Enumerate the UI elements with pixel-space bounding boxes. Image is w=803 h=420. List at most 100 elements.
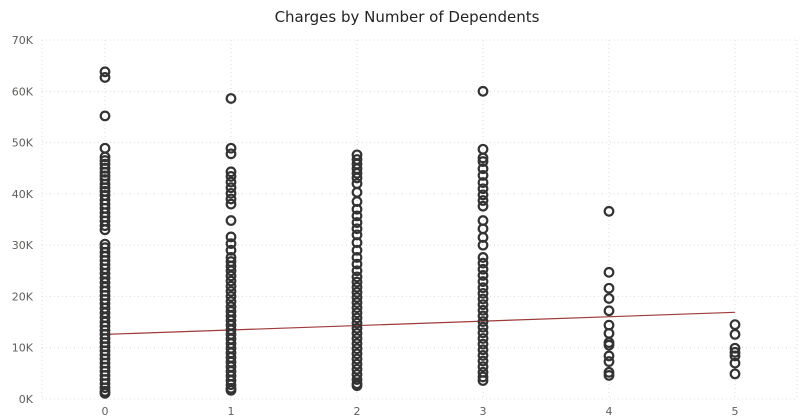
data-point	[351, 167, 363, 179]
data-point	[603, 339, 615, 351]
gridlines	[41, 39, 798, 400]
data-point	[477, 189, 489, 201]
trendline-layer	[104, 311, 736, 335]
data-point	[477, 338, 489, 350]
data-point	[477, 293, 489, 305]
data-point	[351, 348, 363, 360]
y-tick-label: 70K	[12, 34, 34, 47]
data-point	[477, 276, 489, 287]
data-point	[477, 299, 489, 311]
data-point	[351, 276, 363, 288]
y-tick-label: 10K	[12, 342, 34, 355]
y-tick-label: 60K	[12, 85, 34, 98]
data-point	[225, 384, 237, 396]
data-point	[477, 327, 489, 339]
data-point	[477, 156, 489, 167]
data-point	[225, 187, 237, 199]
data-point	[225, 215, 237, 226]
data-point	[351, 258, 363, 270]
y-tick-label: 40K	[12, 188, 34, 201]
data-point	[225, 270, 237, 282]
data-point	[477, 333, 489, 344]
data-point	[477, 321, 489, 333]
data-point	[99, 151, 111, 163]
data-point	[351, 265, 363, 277]
data-point	[351, 358, 363, 370]
data-point	[477, 344, 489, 356]
data-point	[477, 304, 489, 316]
data-point	[351, 333, 363, 344]
data-point	[477, 183, 489, 195]
data-point	[225, 280, 237, 292]
data-point	[477, 152, 489, 164]
data-point	[603, 293, 615, 304]
x-tick-label: 3	[480, 405, 487, 418]
data-point	[477, 195, 489, 206]
data-point	[477, 257, 489, 269]
data-point	[225, 231, 237, 243]
data-point	[477, 85, 489, 97]
data-point	[351, 380, 363, 392]
data-point	[477, 270, 489, 281]
y-tick-label: 50K	[12, 137, 34, 150]
data-point	[99, 110, 111, 122]
data-point	[351, 292, 363, 303]
data-point	[603, 266, 615, 278]
data-point	[351, 223, 363, 235]
data-point	[351, 307, 363, 319]
data-point	[225, 275, 237, 287]
data-point	[477, 287, 489, 299]
data-point	[477, 163, 489, 175]
x-tick-label: 1	[228, 405, 235, 418]
data-point	[603, 282, 615, 294]
data-point	[351, 210, 363, 222]
data-point	[99, 66, 111, 78]
data-points	[99, 66, 741, 399]
data-point	[477, 263, 489, 275]
data-point	[225, 244, 237, 256]
x-tick-label: 5	[732, 405, 739, 418]
data-point	[351, 244, 363, 256]
data-point	[477, 350, 489, 361]
data-point	[225, 296, 237, 307]
data-point	[351, 203, 363, 215]
data-point	[477, 371, 489, 383]
data-point	[351, 374, 363, 385]
data-point	[225, 238, 237, 250]
data-point	[351, 353, 363, 365]
data-point	[729, 328, 741, 340]
data-point	[225, 198, 237, 210]
data-point	[351, 172, 363, 184]
data-point	[603, 305, 615, 317]
data-point	[477, 316, 489, 327]
y-axis: 0K 10K 20K 30K 40K 50K 60K 70K	[12, 34, 34, 406]
data-point	[351, 281, 363, 293]
data-point	[477, 282, 489, 294]
data-point	[225, 166, 237, 178]
data-point	[351, 327, 363, 339]
data-point	[225, 291, 237, 302]
data-point	[99, 72, 111, 83]
data-point	[351, 252, 363, 263]
data-point	[225, 142, 237, 154]
data-point	[477, 252, 489, 263]
data-point	[603, 350, 615, 362]
data-point	[351, 297, 363, 308]
data-point	[351, 217, 363, 228]
data-point	[477, 239, 489, 251]
data-point	[729, 319, 741, 331]
data-point	[477, 169, 489, 181]
data-point	[351, 317, 363, 329]
data-point	[99, 220, 111, 232]
data-point	[477, 355, 489, 367]
trendline	[104, 311, 736, 335]
chart-title: Charges by Number of Dependents	[275, 8, 540, 26]
y-tick-label: 20K	[12, 290, 34, 303]
data-point	[99, 387, 111, 399]
data-point	[351, 338, 363, 350]
data-point	[225, 379, 237, 391]
data-point	[603, 356, 615, 367]
y-tick-label: 30K	[12, 239, 34, 252]
data-point	[225, 171, 237, 182]
data-point	[225, 93, 237, 104]
